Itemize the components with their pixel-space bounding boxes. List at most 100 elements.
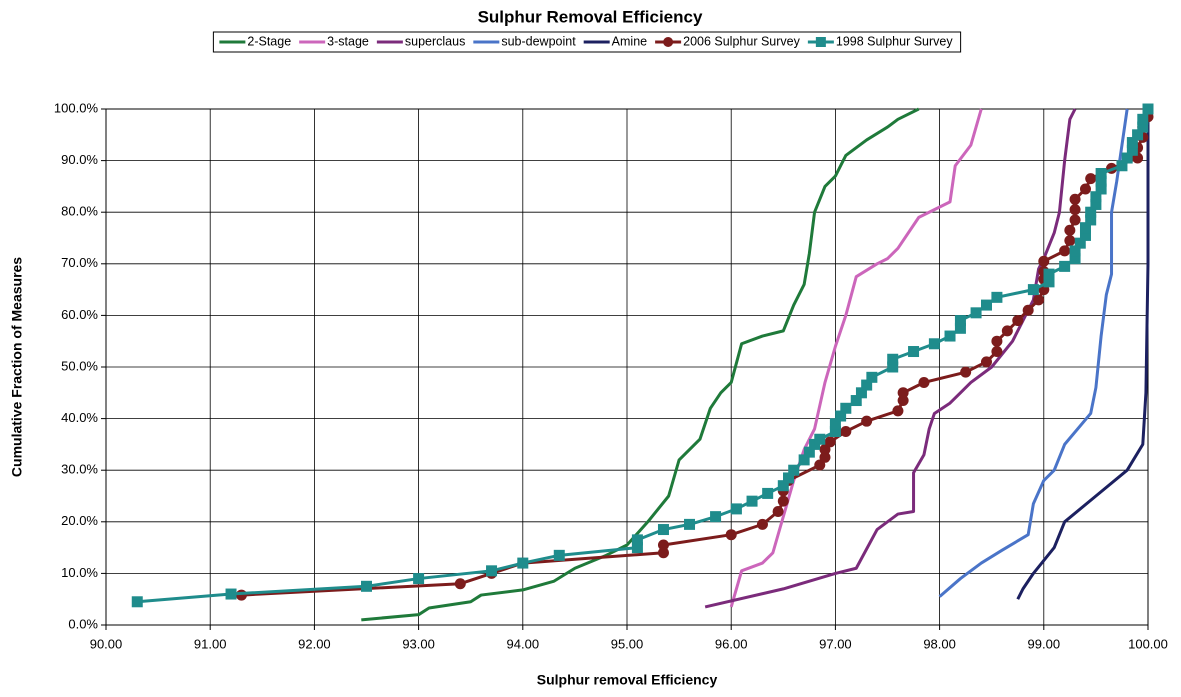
x-tick-label: 96.00 bbox=[715, 636, 748, 651]
marker bbox=[1059, 260, 1071, 272]
marker bbox=[1069, 204, 1081, 216]
marker bbox=[824, 436, 836, 448]
marker bbox=[1064, 235, 1076, 247]
marker bbox=[1095, 183, 1107, 195]
marker bbox=[1126, 137, 1138, 149]
marker bbox=[777, 480, 789, 492]
marker bbox=[1069, 214, 1081, 226]
marker bbox=[131, 596, 143, 608]
x-tick-label: 99.00 bbox=[1028, 636, 1061, 651]
marker bbox=[887, 353, 899, 365]
y-tick-label: 100.0% bbox=[54, 100, 99, 115]
marker bbox=[1142, 103, 1154, 115]
marker bbox=[1069, 193, 1081, 205]
marker bbox=[783, 472, 795, 484]
x-tick-label: 97.00 bbox=[819, 636, 852, 651]
y-tick-label: 90.0% bbox=[61, 152, 98, 167]
marker bbox=[1095, 175, 1107, 187]
x-axis-title: Sulphur removal Efficiency bbox=[537, 672, 718, 688]
marker bbox=[1085, 173, 1097, 185]
legend-item: 3-stage bbox=[299, 34, 369, 48]
legend-item: 2-Stage bbox=[219, 34, 291, 48]
marker bbox=[684, 518, 696, 530]
x-tick-label: 93.00 bbox=[402, 636, 435, 651]
marker bbox=[954, 315, 966, 327]
marker bbox=[819, 444, 831, 456]
marker bbox=[1059, 245, 1071, 257]
marker bbox=[980, 356, 992, 368]
marker bbox=[918, 376, 930, 388]
marker bbox=[1043, 276, 1055, 288]
marker bbox=[657, 539, 669, 551]
marker bbox=[1069, 245, 1081, 257]
marker bbox=[413, 573, 425, 585]
marker bbox=[814, 433, 826, 445]
y-tick-label: 80.0% bbox=[61, 204, 98, 219]
marker bbox=[725, 529, 737, 541]
legend-item: superclaus bbox=[376, 34, 465, 48]
marker bbox=[746, 495, 758, 507]
marker bbox=[840, 402, 852, 414]
marker bbox=[361, 580, 372, 592]
x-tick-label: 91.00 bbox=[194, 636, 227, 651]
series bbox=[729, 108, 983, 608]
marker bbox=[835, 410, 847, 422]
legend-label: 1998 Sulphur Survey bbox=[836, 34, 953, 48]
legend-item: Amine bbox=[583, 34, 647, 48]
marker bbox=[954, 322, 966, 334]
marker bbox=[730, 503, 742, 515]
legend: 2-Stage 3-stage superclaus sub-dewpoint Amin… bbox=[212, 31, 962, 53]
marker bbox=[553, 549, 565, 561]
marker bbox=[1074, 237, 1086, 249]
marker bbox=[1126, 144, 1138, 156]
marker bbox=[1033, 294, 1045, 306]
marker bbox=[1038, 255, 1050, 267]
marker bbox=[517, 557, 529, 569]
marker bbox=[1090, 191, 1102, 203]
marker bbox=[1069, 253, 1081, 265]
marker bbox=[991, 346, 1003, 358]
y-tick-label: 50.0% bbox=[61, 358, 98, 373]
series bbox=[704, 108, 1077, 609]
y-tick-label: 30.0% bbox=[61, 462, 98, 477]
marker bbox=[762, 487, 774, 499]
chart-title: Sulphur Removal Efficiency bbox=[478, 7, 703, 26]
marker bbox=[657, 547, 669, 559]
marker bbox=[861, 379, 873, 391]
series bbox=[1016, 109, 1150, 600]
marker bbox=[1132, 129, 1144, 141]
marker bbox=[1116, 160, 1128, 172]
marker bbox=[657, 524, 669, 536]
marker bbox=[970, 307, 982, 319]
marker bbox=[225, 588, 237, 600]
marker bbox=[777, 495, 789, 507]
legend-label: 2-Stage bbox=[247, 34, 291, 48]
marker bbox=[944, 330, 956, 342]
marker bbox=[1027, 284, 1039, 296]
legend-label: superclaus bbox=[405, 34, 465, 48]
line bbox=[938, 108, 1129, 598]
legend-item: 1998 Sulphur Survey bbox=[807, 34, 953, 48]
marker bbox=[840, 426, 852, 437]
marker bbox=[908, 346, 920, 358]
marker bbox=[710, 511, 722, 523]
marker bbox=[1012, 315, 1024, 327]
marker bbox=[1137, 113, 1149, 125]
marker bbox=[1064, 224, 1076, 236]
x-tick-label: 94.00 bbox=[507, 636, 540, 651]
marker bbox=[897, 395, 909, 407]
marker bbox=[1085, 206, 1097, 218]
marker bbox=[991, 335, 1003, 347]
y-tick-label: 0.0% bbox=[68, 616, 98, 631]
y-tick-label: 20.0% bbox=[61, 513, 98, 528]
marker bbox=[855, 387, 867, 399]
y-tick-label: 10.0% bbox=[61, 565, 98, 580]
marker bbox=[829, 426, 841, 437]
marker bbox=[1001, 325, 1013, 337]
x-tick-label: 92.00 bbox=[298, 636, 331, 651]
marker bbox=[980, 299, 992, 311]
marker bbox=[897, 387, 909, 399]
marker bbox=[829, 418, 841, 430]
marker bbox=[454, 578, 466, 590]
legend-item: sub-dewpoint bbox=[473, 34, 576, 48]
